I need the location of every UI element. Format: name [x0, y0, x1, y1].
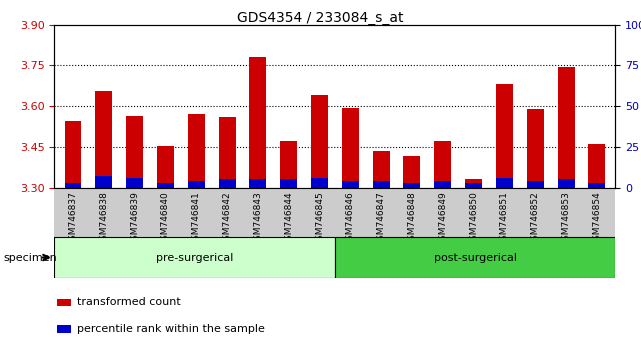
Bar — [588, 183, 605, 188]
Bar — [219, 179, 235, 188]
Text: GSM746840: GSM746840 — [161, 192, 170, 246]
Bar — [65, 183, 81, 188]
Text: specimen: specimen — [3, 252, 57, 263]
Bar — [558, 67, 574, 188]
Bar — [435, 142, 451, 188]
Bar — [280, 179, 297, 188]
Text: GDS4354 / 233084_s_at: GDS4354 / 233084_s_at — [237, 11, 404, 25]
Bar — [65, 121, 81, 188]
Text: GSM746850: GSM746850 — [469, 192, 478, 246]
Text: GSM746844: GSM746844 — [284, 192, 293, 246]
Bar — [496, 85, 513, 188]
Text: GSM746839: GSM746839 — [130, 192, 139, 246]
Text: percentile rank within the sample: percentile rank within the sample — [77, 324, 265, 334]
Bar — [126, 178, 143, 188]
Text: GSM746849: GSM746849 — [438, 192, 447, 246]
Bar — [157, 145, 174, 188]
Text: GSM746845: GSM746845 — [315, 192, 324, 246]
Text: GSM746854: GSM746854 — [592, 192, 601, 246]
Bar — [126, 116, 143, 188]
FancyBboxPatch shape — [335, 237, 615, 278]
Text: GSM746846: GSM746846 — [346, 192, 355, 246]
Bar — [435, 181, 451, 188]
Text: transformed count: transformed count — [77, 297, 181, 308]
Bar — [219, 117, 235, 188]
Bar — [558, 179, 574, 188]
Bar — [527, 109, 544, 188]
Bar — [96, 91, 112, 188]
Text: GSM746852: GSM746852 — [531, 192, 540, 246]
Bar — [465, 179, 482, 188]
Bar — [96, 176, 112, 188]
Bar — [57, 299, 71, 306]
Bar — [157, 183, 174, 188]
Bar — [311, 95, 328, 188]
Text: GSM746851: GSM746851 — [500, 192, 509, 246]
Text: GSM746837: GSM746837 — [69, 192, 78, 246]
Bar — [527, 181, 544, 188]
Bar — [465, 183, 482, 188]
Bar — [342, 181, 359, 188]
Bar — [372, 181, 390, 188]
Text: GSM746838: GSM746838 — [99, 192, 108, 246]
Bar — [403, 156, 420, 188]
Bar — [403, 183, 420, 188]
Bar — [311, 178, 328, 188]
Bar — [57, 325, 71, 332]
Text: GSM746853: GSM746853 — [562, 192, 570, 246]
Text: GSM746848: GSM746848 — [408, 192, 417, 246]
Text: GSM746843: GSM746843 — [253, 192, 262, 246]
Bar — [342, 108, 359, 188]
Text: pre-surgerical: pre-surgerical — [156, 252, 233, 263]
Text: GSM746841: GSM746841 — [192, 192, 201, 246]
Bar — [249, 57, 267, 188]
Bar — [249, 179, 267, 188]
Bar — [280, 142, 297, 188]
FancyBboxPatch shape — [54, 237, 335, 278]
Text: GSM746847: GSM746847 — [377, 192, 386, 246]
Bar — [188, 181, 204, 188]
Text: post-surgerical: post-surgerical — [434, 252, 517, 263]
Text: GSM746842: GSM746842 — [222, 192, 231, 246]
Bar — [372, 151, 390, 188]
Bar — [188, 114, 204, 188]
Bar — [496, 178, 513, 188]
Bar — [588, 144, 605, 188]
